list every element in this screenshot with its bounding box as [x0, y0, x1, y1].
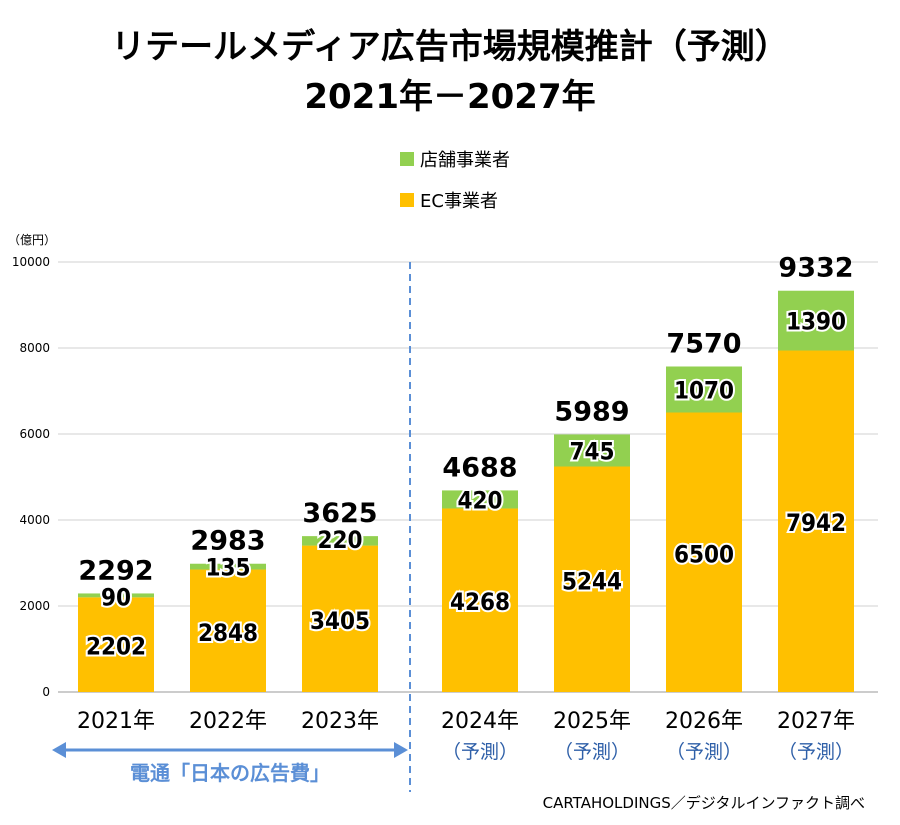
y-tick-label: 10000: [12, 255, 50, 269]
bar-store: [442, 490, 518, 509]
value-label-ec: 5244: [562, 567, 622, 595]
x-tick-label: 2023年: [301, 709, 379, 734]
total-label: 4688: [442, 452, 517, 483]
value-label-store: 1390: [786, 308, 846, 336]
total-label: 2292: [78, 555, 153, 586]
bar-ec: [442, 508, 518, 692]
legend-swatch-ec: [400, 193, 414, 207]
bar-store: [78, 593, 154, 598]
value-label-ec: 2202: [86, 633, 146, 661]
chart-subtitle: 2021年－2027年: [304, 77, 595, 117]
value-label-store: 1070: [674, 376, 734, 404]
chart-title: リテールメディア広告市場規模推計（予測）: [111, 27, 789, 67]
bar-ec: [666, 412, 742, 692]
bar-ec: [78, 597, 154, 692]
total-label: 3625: [302, 498, 377, 529]
x-tick-label: 2024年: [441, 709, 519, 734]
bar-ec: [190, 569, 266, 692]
bar-ec: [554, 466, 630, 692]
value-label-store: 745: [569, 437, 614, 465]
bar-store: [554, 434, 630, 467]
total-label: 5989: [554, 396, 629, 427]
value-label-store: 220: [317, 526, 362, 554]
historical-range-arrow: [52, 742, 408, 758]
forecast-label: （予測）: [666, 741, 742, 763]
forecast-label: （予測）: [554, 741, 630, 763]
bar-store: [778, 290, 854, 351]
bar-store: [302, 536, 378, 546]
value-label-ec: 7942: [786, 509, 846, 537]
y-tick-label: 4000: [19, 513, 50, 527]
historical-source-label: 電通「日本の広告費」: [130, 761, 330, 785]
value-label-store: 135: [205, 554, 250, 582]
total-label: 9332: [778, 253, 853, 284]
bar-store: [666, 366, 742, 413]
value-label-store: 420: [457, 486, 502, 514]
bar-store: [190, 563, 266, 570]
x-tick-label: 2026年: [665, 709, 743, 734]
x-tick-label: 2025年: [553, 709, 631, 734]
source-note: CARTAHOLDINGS／デジタルインファクト調べ: [543, 794, 865, 812]
y-tick-label: 2000: [19, 599, 50, 613]
bar-ec: [778, 350, 854, 692]
y-tick-label: 0: [42, 685, 50, 699]
value-label-ec: 4268: [450, 588, 510, 616]
total-label: 7570: [666, 328, 741, 359]
legend-label-ec: EC事業者: [420, 191, 498, 212]
forecast-label: （予測）: [442, 741, 518, 763]
bar-ec: [302, 545, 378, 692]
y-axis-unit: （億円）: [8, 233, 56, 247]
total-label: 2983: [190, 526, 265, 557]
x-tick-label: 2021年: [77, 709, 155, 734]
x-tick-label: 2027年: [777, 709, 855, 734]
y-tick-label: 6000: [19, 427, 50, 441]
legend-label-store: 店舗事業者: [420, 150, 510, 171]
forecast-label: （予測）: [778, 741, 854, 763]
x-tick-label: 2022年: [189, 709, 267, 734]
value-label-ec: 3405: [310, 607, 370, 635]
value-label-ec: 6500: [674, 540, 734, 568]
value-label-store: 90: [101, 583, 131, 611]
y-tick-label: 8000: [19, 341, 50, 355]
legend-swatch-store: [400, 152, 414, 166]
value-label-ec: 2848: [198, 619, 258, 647]
